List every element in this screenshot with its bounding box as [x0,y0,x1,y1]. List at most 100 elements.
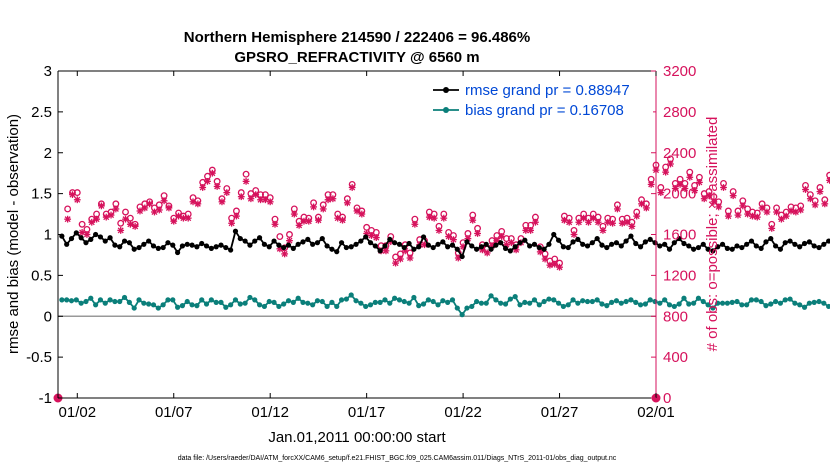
bias-point [420,301,427,307]
y-axis-label-right: # of obs: o=possible; ×=assimilated [704,117,721,352]
asterisk-stroke [527,227,534,234]
asterisk-stroke [339,217,346,224]
asterisk-stroke [329,195,336,202]
rmse-point [232,228,239,234]
asterisk-stroke [214,183,221,190]
obs-assimilated-marker [141,204,149,212]
rmse-point [719,241,726,247]
obs-assimilated-marker [339,216,346,224]
rmse-point [102,238,108,244]
bias-point [806,300,812,306]
asterisk-stroke [807,195,814,202]
asterisk-stroke [744,211,751,218]
rmse-point [498,240,504,246]
rmse-point [642,239,648,245]
asterisk-stroke [74,196,81,203]
rmse-point [179,243,186,249]
obs-assimilated-marker [570,231,578,238]
obs-assimilated-marker [623,218,631,226]
bias-point [604,303,610,309]
rmse-point [459,253,465,260]
rmse-point [420,234,427,240]
bias-point [411,294,417,301]
bias-point [213,299,219,305]
asterisk-stroke [720,184,727,191]
obs-assimilated-marker [657,189,665,197]
legend-label-1: bias grand pr = 0.16708 [465,102,624,119]
bias-point [208,297,214,303]
rmse-point [242,238,248,244]
asterisk-stroke [662,169,669,176]
bias-point [623,298,629,305]
asterisk-stroke [161,197,168,204]
obs-assimilated-marker [773,208,780,216]
obs-assimilated-marker [271,220,279,228]
rmse-point [401,244,407,251]
rmse-point [623,238,629,244]
bias-point [449,297,456,303]
asterisk-stroke [223,189,230,196]
bias-point [179,303,186,309]
rmse-point [507,248,513,254]
obs-assimilated-marker [604,218,612,226]
rmse-point [589,240,595,246]
bias-point [295,295,301,301]
obs-assimilated-marker [700,195,708,203]
bias-point [228,302,234,308]
obs-assimilated-marker [671,185,679,192]
rmse-point [141,241,147,247]
rmse-point [546,241,552,247]
asterisk-stroke [358,211,365,218]
rmse-point [449,242,456,248]
obs-assimilated-marker [633,212,641,220]
bias-point [744,302,750,308]
obs-assimilated-marker [527,227,535,234]
rmse-point [739,244,745,251]
obs-assimilated-marker [594,218,602,226]
rmse-point [343,244,349,251]
bias-point [64,297,70,303]
obs-assimilated-marker [667,160,674,168]
rmse-point [93,231,99,238]
bias-point [584,298,591,305]
bias-point [93,302,99,308]
y2-tick-label: 2400 [663,145,696,162]
rmse-point [334,249,340,255]
obs-assimilated-marker [647,181,655,188]
bias-point [768,301,774,307]
rmse-point [271,238,277,244]
x-tick-label: 01/27 [541,404,579,421]
bias-point [691,300,697,306]
obs-assimilated-marker [551,260,559,268]
rmse-point [266,244,272,250]
bias-point [734,298,740,305]
bias-point [242,300,248,306]
bias-point [686,301,692,307]
asterisk-stroke [291,211,298,218]
bias-point [493,297,499,303]
rmse-point [705,246,711,252]
obs-assimilated-marker [228,219,236,227]
obs-assimilated-marker [329,195,337,203]
asterisk-stroke [551,261,558,268]
rmse-point [367,240,374,246]
rmse-point [773,243,779,249]
asterisk-stroke [706,192,713,199]
bias-point [223,304,229,310]
bias-point [319,298,325,305]
rmse-point [797,244,803,250]
rmse-point [517,240,523,246]
obs-assimilated-marker [218,198,226,206]
bias-point [459,312,465,318]
bias-point [329,299,335,305]
bias-point [285,298,292,304]
bias-point [551,297,557,303]
obs-assimilated-marker [435,227,443,234]
bias-point [131,305,137,311]
obs-assimilated-marker [290,210,298,218]
bias-series [59,292,830,318]
bias-point [203,301,210,307]
asterisk-stroke [267,198,274,205]
rmse-point [208,245,214,251]
